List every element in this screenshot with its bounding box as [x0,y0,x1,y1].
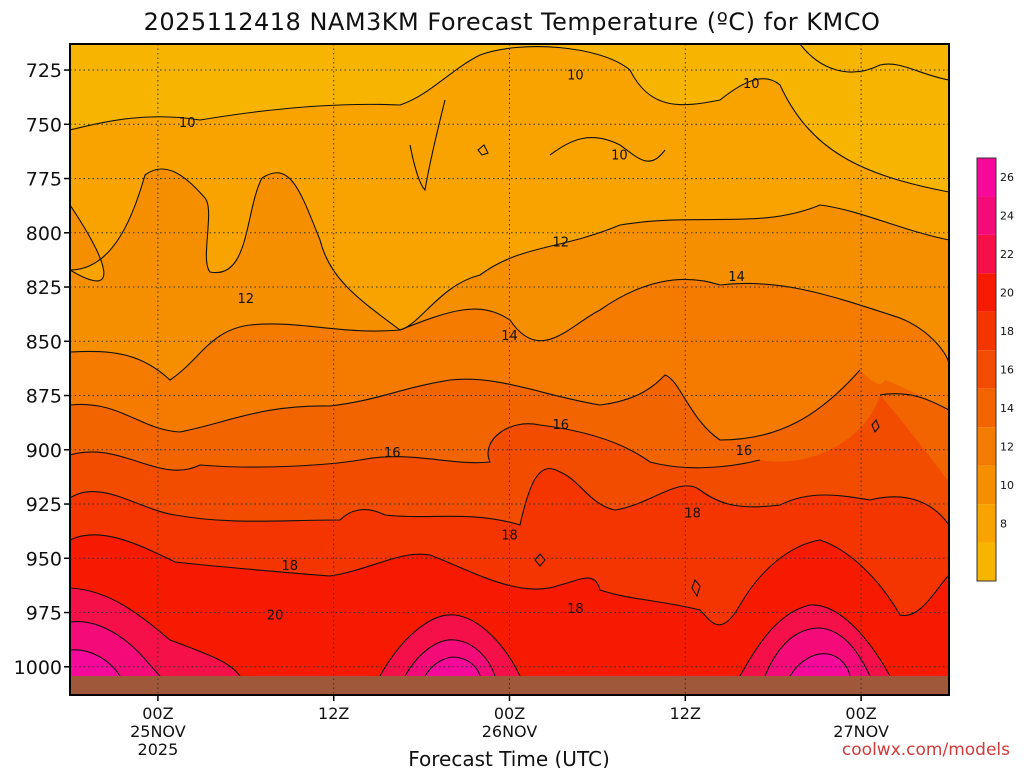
contour-16 [70,369,861,441]
contour-label: 16 [736,444,753,459]
contour-label: 10 [743,77,760,92]
colorbar-label: 12 [1000,440,1014,453]
contour-label: 20 [267,609,284,624]
colorbar-label: 20 [1000,287,1014,300]
colorbar-segment [977,311,996,351]
colorbar-label: 8 [1000,517,1007,530]
contour-small-d [477,144,489,156]
contour-label: 18 [567,602,584,617]
x-axis-label: Forecast Time (UTC) [408,747,610,768]
colorbar-segment [977,427,996,466]
contour-12 [70,204,105,282]
band-gt28 [70,649,850,676]
contour-12b [70,168,949,331]
band-26-28 [70,621,870,676]
x-tick-label: 2025 [138,740,179,759]
contour-24 [70,649,121,677]
grid-lines [70,44,949,695]
contour-10d [799,44,949,81]
contour-20c [739,604,891,677]
contour-20 [70,587,241,677]
contour-label: 14 [501,329,518,344]
x-tick-label: 27NOV [833,722,889,741]
y-tick-label: 925 [26,494,62,516]
x-tick-label: 00Z [494,704,525,723]
colorbar-segment [977,196,996,235]
contour-label: 10 [567,68,584,83]
contour-small-a [534,553,546,567]
colorbar-segment [977,158,996,197]
contour-label: 12 [553,235,570,250]
contour-label: 16 [553,418,570,433]
y-tick-label: 975 [26,603,62,625]
colorbar-segment [977,465,996,505]
contour-label: 14 [728,270,745,285]
contour-label: 18 [501,528,518,543]
contour-18b [70,534,949,626]
contour-18 [70,468,949,526]
contour-label: 12 [238,292,255,307]
y-tick-label: 875 [26,386,62,408]
contour-24b [424,656,481,677]
colorbar-label: 18 [1000,325,1014,338]
contour-16c [70,423,761,471]
colorbar-segment [977,504,996,543]
colorbar-label: 16 [1000,364,1014,377]
contour-small-c [871,418,880,434]
contour-10 [70,46,949,193]
y-tick-label: 950 [26,548,62,570]
terrain-surface [70,676,949,695]
x-tick-label: 26NOV [482,722,538,741]
contour-22 [70,621,161,677]
colorbar-segment [977,388,996,428]
band-24-26 [70,588,890,676]
contour-10c [409,99,446,192]
contour-label: 10 [611,149,628,164]
colorbar-segment [977,350,996,389]
colorbar-segment [977,234,996,274]
colorbar-segment [977,542,996,581]
colorbar-segment [977,273,996,312]
contour-label: 18 [684,507,701,522]
y-tick-label: 725 [26,60,62,82]
x-tick-label: 12Z [670,704,701,723]
band-22-24 [70,534,949,695]
y-tick-label: 825 [26,277,62,299]
x-tick-label: 00Z [142,704,173,723]
contour-labels: 10 10 10 10 12 12 14 14 16 16 16 18 18 18 18 20 [179,68,760,624]
contour-22b [404,639,496,677]
x-tick-label: 00Z [845,704,876,723]
plot-area: 10 10 10 10 12 12 14 14 16 16 16 18 18 18 18 20 [70,44,949,695]
contour-24c [789,653,851,677]
contour-20b [379,614,521,677]
colorbar-label: 14 [1000,402,1014,415]
y-tick-label: 750 [26,114,62,136]
y-tick-label: 800 [26,223,62,245]
contour-16b [879,393,949,411]
contour-label: 10 [179,116,196,131]
colorbar-frame [976,157,997,582]
y-tick-label: 850 [26,331,62,353]
y-tick-label: 775 [26,169,62,191]
colorbar-label: 10 [1000,479,1014,492]
colorbar-label: 26 [1000,171,1014,184]
x-tick-label: 25NOV [130,722,186,741]
y-tick-label: 1000 [14,657,62,679]
colorbar-label: 24 [1000,210,1014,223]
x-tick-label: 12Z [318,704,349,723]
contour-22c [764,627,871,677]
contour-small-b [691,578,701,598]
colorbar: 8 10 12 14 16 18 20 22 24 26 [976,157,1014,582]
colorbar-label: 22 [1000,248,1014,261]
y-tick-label: 900 [26,440,62,462]
contour-10b [549,137,666,162]
y-axis-ticks: 725 750 775 800 825 850 875 900 925 950 975 1000 [14,60,70,679]
credit-text: coolwx.com/models [842,740,1010,760]
chart-title: 2025112418 NAM3KM Forecast Temperature (… [144,8,881,36]
contour-label: 16 [384,446,401,461]
contour-label: 18 [281,559,298,574]
